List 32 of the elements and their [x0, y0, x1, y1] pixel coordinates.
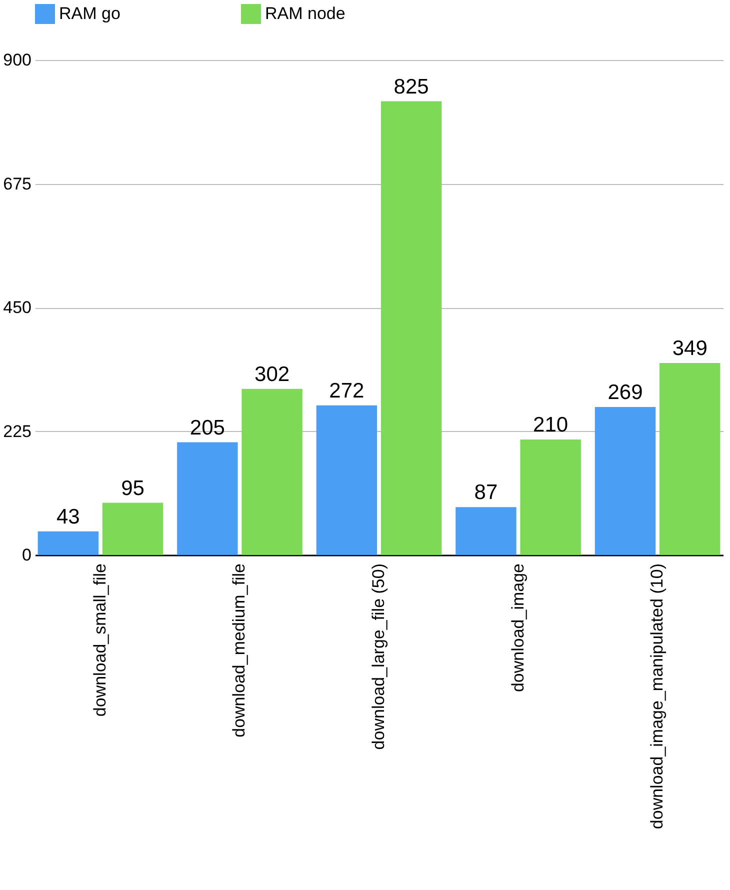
x-tick-label: download_image	[508, 564, 528, 692]
data-label: 87	[474, 481, 498, 504]
bar	[520, 440, 581, 555]
data-label: 349	[672, 337, 708, 360]
legend-label: RAM node	[265, 4, 346, 23]
data-label: 210	[533, 414, 568, 436]
x-tick-label: download_small_file	[90, 564, 110, 717]
bar	[380, 101, 442, 555]
bar	[659, 363, 720, 555]
data-label: 825	[394, 75, 429, 98]
bar	[316, 405, 378, 555]
y-tick-label: 900	[3, 50, 32, 70]
data-label: 272	[329, 379, 364, 402]
bar	[242, 388, 302, 555]
bar	[594, 407, 656, 555]
y-tick-label: 225	[3, 422, 32, 441]
x-tick-label: download_image_manipulated (10)	[648, 564, 667, 830]
legend-label: RAM go	[59, 4, 120, 23]
y-tick-label: 675	[3, 174, 32, 194]
data-label: 269	[608, 381, 643, 404]
bar	[177, 442, 238, 555]
x-tick-label: download_medium_file	[230, 564, 249, 738]
x-tick-label: download_large_file (50)	[369, 564, 388, 750]
y-tick-label: 0	[22, 546, 32, 564]
data-label: 43	[56, 505, 80, 528]
data-label: 205	[190, 416, 225, 440]
bar	[102, 502, 164, 555]
y-tick-label: 450	[3, 298, 32, 317]
bar	[456, 507, 516, 555]
data-label: 302	[254, 362, 290, 386]
bar	[38, 531, 99, 555]
data-label: 95	[121, 476, 144, 500]
